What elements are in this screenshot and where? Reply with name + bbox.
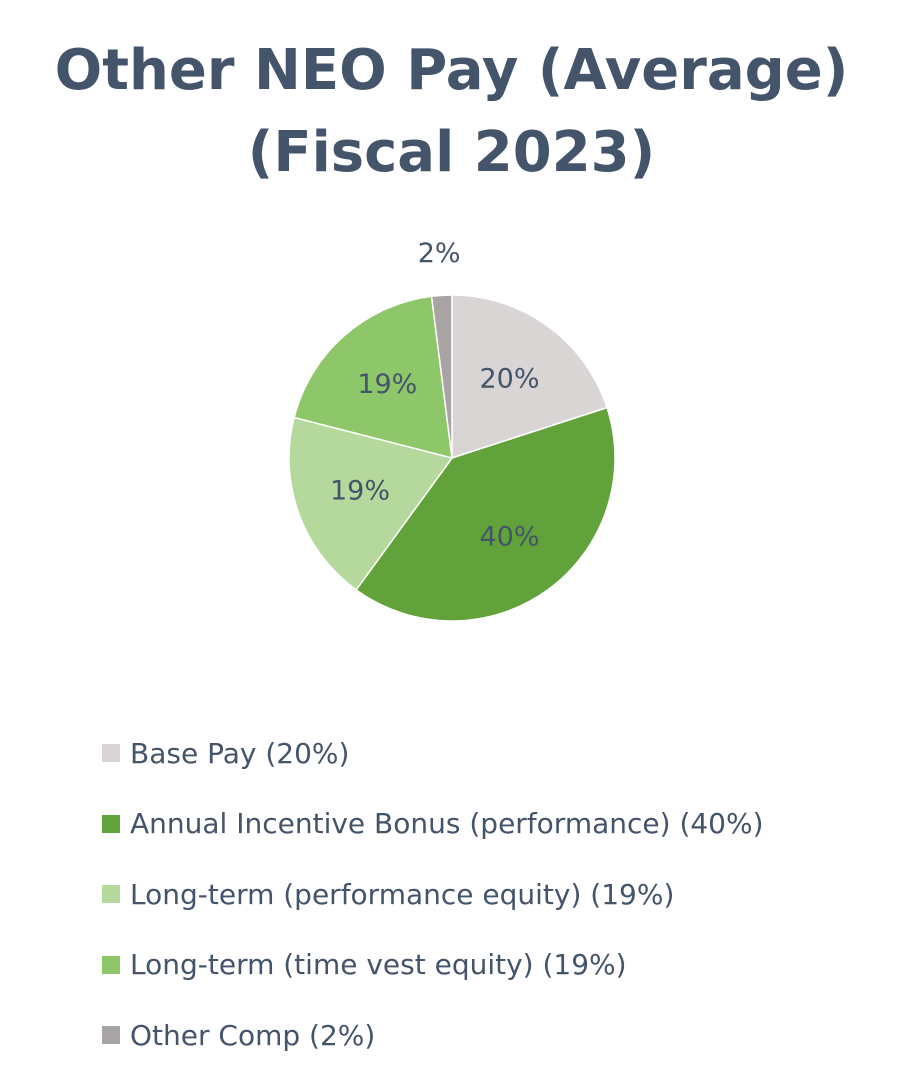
legend-label: Base Pay (20%)	[130, 736, 350, 770]
pie-slice-annual-incentive-bonus	[355, 406, 616, 622]
pie-slice-long-term	[288, 416, 454, 591]
legend-item-base-pay: Base Pay (20%)	[102, 718, 764, 789]
pie-chart: 20% 40% 19% 19% 2%	[288, 238, 616, 622]
data-label-annual-incentive-bonus: 40%	[479, 522, 539, 553]
legend-label: Other Comp (2%)	[130, 1018, 376, 1052]
legend-label: Long-term (time vest equity) (19%)	[130, 948, 627, 982]
pie-slice-base-pay	[451, 294, 608, 460]
chart-title-line-1: Other NEO Pay (Average)	[54, 38, 849, 103]
pie-slice-other-comp	[430, 294, 453, 459]
legend-swatch	[102, 744, 120, 763]
data-label-other-comp: 2%	[418, 238, 461, 269]
legend-swatch	[102, 814, 120, 833]
legend-swatch	[102, 885, 120, 904]
data-label-long-term: 19%	[357, 369, 417, 400]
legend-item-long-term: Long-term (performance equity) (19%)	[102, 859, 764, 930]
legend-item-other-comp: Other Comp (2%)	[102, 1000, 764, 1071]
legend-label: Long-term (performance equity) (19%)	[130, 877, 675, 911]
legend-item-long-term: Long-term (time vest equity) (19%)	[102, 930, 764, 1001]
chart-legend: Base Pay (20%) Annual Incentive Bonus (pe…	[102, 718, 764, 1071]
data-label-long-term: 19%	[330, 476, 390, 507]
chart-title-line-2: (Fiscal 2023)	[247, 120, 656, 185]
legend-swatch	[102, 1026, 120, 1045]
legend-item-annual-incentive-bonus: Annual Incentive Bonus (performance) (40…	[102, 789, 764, 860]
pie-slices	[288, 294, 616, 622]
legend-label: Annual Incentive Bonus (performance) (40…	[130, 807, 764, 841]
legend-swatch	[102, 955, 120, 974]
pie-slice-long-term	[293, 295, 453, 460]
chart-title: Other NEO Pay (Average) (Fiscal 2023)	[0, 30, 903, 194]
data-label-base-pay: 20%	[479, 363, 539, 394]
pie-data-labels: 20% 40% 19% 19% 2%	[330, 238, 540, 553]
